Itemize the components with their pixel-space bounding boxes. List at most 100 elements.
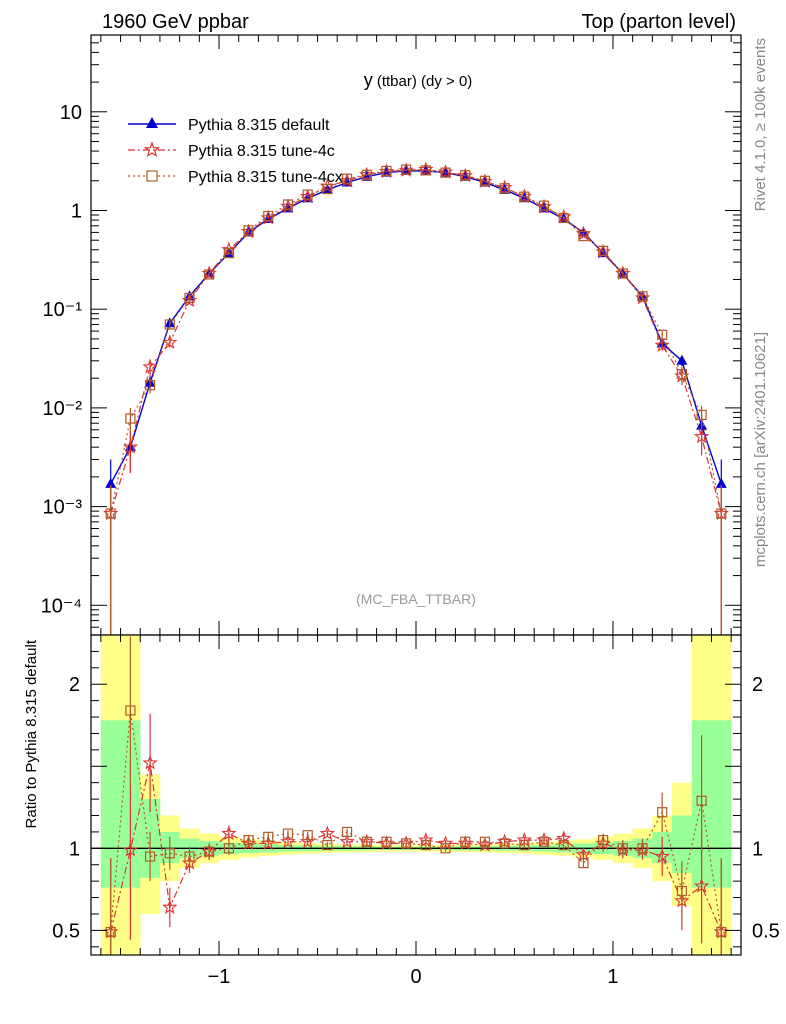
data-point: [460, 170, 471, 181]
main-y-tick-labels: 10⁻⁴ 10⁻³ 10⁻² 10⁻¹ 1 10: [41, 102, 83, 617]
data-point: [162, 334, 178, 350]
ratio-point: [538, 836, 550, 847]
data-point: [676, 354, 688, 365]
data-point: [420, 165, 431, 176]
chart-title-rest: (ttbar) (dy > 0): [373, 73, 473, 90]
data-point: [282, 202, 294, 213]
ratio-line: [110, 762, 722, 933]
main-axis-ticks: [91, 34, 741, 636]
ratio-point: [420, 839, 431, 851]
data-point: [243, 225, 254, 236]
band-inner: [672, 815, 693, 873]
data-point: [125, 413, 136, 424]
ratio-point: [654, 848, 670, 864]
series-line: [110, 168, 722, 514]
legend-marker-tune-4cx: [146, 170, 158, 182]
ratio-point: [575, 846, 592, 862]
ratio-point: [144, 851, 156, 862]
main-y-tick-label: 1: [71, 200, 82, 222]
header-right: Top (parton level): [581, 11, 736, 33]
data-point: [322, 183, 333, 195]
ratio-point: [578, 858, 589, 869]
ratio-point: [637, 843, 648, 854]
main-y-tick-label: 10⁻³: [43, 497, 83, 519]
ratio-series-1: [105, 636, 727, 955]
series-2: [105, 164, 727, 635]
ratio-point: [125, 705, 136, 716]
ratio-point: [657, 807, 668, 818]
chart-title: y (ttbar) (dy > 0): [364, 70, 473, 90]
data-point: [341, 173, 353, 184]
ratio-point: [519, 839, 530, 851]
data-point: [716, 508, 727, 519]
ratio-y-tick-label: 0.5: [52, 920, 80, 942]
legend-entry-default: Pythia 8.315 default: [128, 117, 330, 134]
series-line: [110, 170, 722, 485]
ratio-y-axis-label: Ratio to Pythia 8.315 default: [23, 639, 40, 828]
data-point: [302, 189, 313, 200]
ratio-axis-ticks: [91, 635, 741, 955]
ratio-uncertainty-bands: [91, 635, 741, 955]
header-left: 1960 GeV ppbar: [102, 11, 249, 33]
ratio-point: [223, 843, 234, 854]
legend: Pythia 8.315 default Pythia 8.315 tune-4…: [128, 117, 343, 186]
band-inner: [711, 720, 732, 888]
ratio-point: [676, 885, 688, 897]
main-y-tick-label: 10: [60, 102, 82, 124]
data-point: [204, 269, 215, 280]
data-point: [499, 183, 510, 194]
ratio-line: [110, 710, 722, 933]
main-plot-area: [103, 161, 729, 635]
mcplots-note: mcplots.cern.ch [arXiv:2401.10621]: [752, 332, 769, 567]
x-tick-label: 1: [607, 966, 618, 988]
data-point: [578, 231, 589, 242]
ratio-point: [122, 841, 139, 857]
data-point: [440, 167, 451, 178]
ratio-y-tick-labels: 0.5 0.5 1 1 2 2: [52, 674, 780, 942]
data-point: [184, 292, 195, 304]
ratio-point: [221, 825, 237, 841]
ratio-point: [479, 836, 491, 847]
series-0: [105, 164, 727, 546]
data-point: [142, 358, 158, 374]
data-point: [381, 165, 392, 176]
data-point: [105, 508, 116, 519]
data-point: [282, 199, 294, 210]
data-point: [598, 245, 609, 256]
data-point: [105, 477, 117, 488]
ratio-point: [401, 838, 412, 849]
data-point: [164, 319, 175, 330]
legend-marker-tune-4c: [143, 141, 161, 158]
rivet-note: Rivet 4.1.0, ≥ 100k events: [752, 38, 769, 211]
data-point: [696, 409, 707, 420]
band-inner: [100, 720, 121, 888]
ratio-point: [162, 899, 178, 914]
ratio-point: [280, 833, 296, 849]
ratio-point: [184, 851, 195, 862]
data-point: [617, 268, 628, 279]
legend-label-tune-4cx: Pythia 8.315 tune-4cx: [188, 169, 343, 186]
data-point: [479, 175, 491, 186]
ratio-point: [243, 835, 254, 846]
data-point: [538, 200, 550, 211]
main-series-layer: [103, 161, 729, 635]
data-point: [223, 248, 234, 259]
series-line: [110, 168, 722, 514]
ratio-point: [440, 843, 451, 854]
x-tick-label: −1: [208, 966, 231, 988]
data-point: [558, 212, 569, 224]
data-point: [122, 439, 139, 454]
data-point: [715, 477, 727, 488]
ratio-plot-frame: [90, 634, 742, 956]
ratio-point: [381, 836, 392, 847]
ratio-point: [598, 835, 609, 846]
ratio-point: [341, 826, 353, 838]
ratio-point: [617, 843, 628, 854]
ratio-point: [322, 839, 333, 851]
main-y-tick-label: 10⁻²: [43, 398, 83, 420]
ratio-y-tick-label: 1: [69, 838, 80, 860]
ratio-point: [302, 830, 313, 841]
ratio-y-tick-label-right: 0.5: [752, 920, 780, 942]
data-point: [657, 329, 668, 340]
